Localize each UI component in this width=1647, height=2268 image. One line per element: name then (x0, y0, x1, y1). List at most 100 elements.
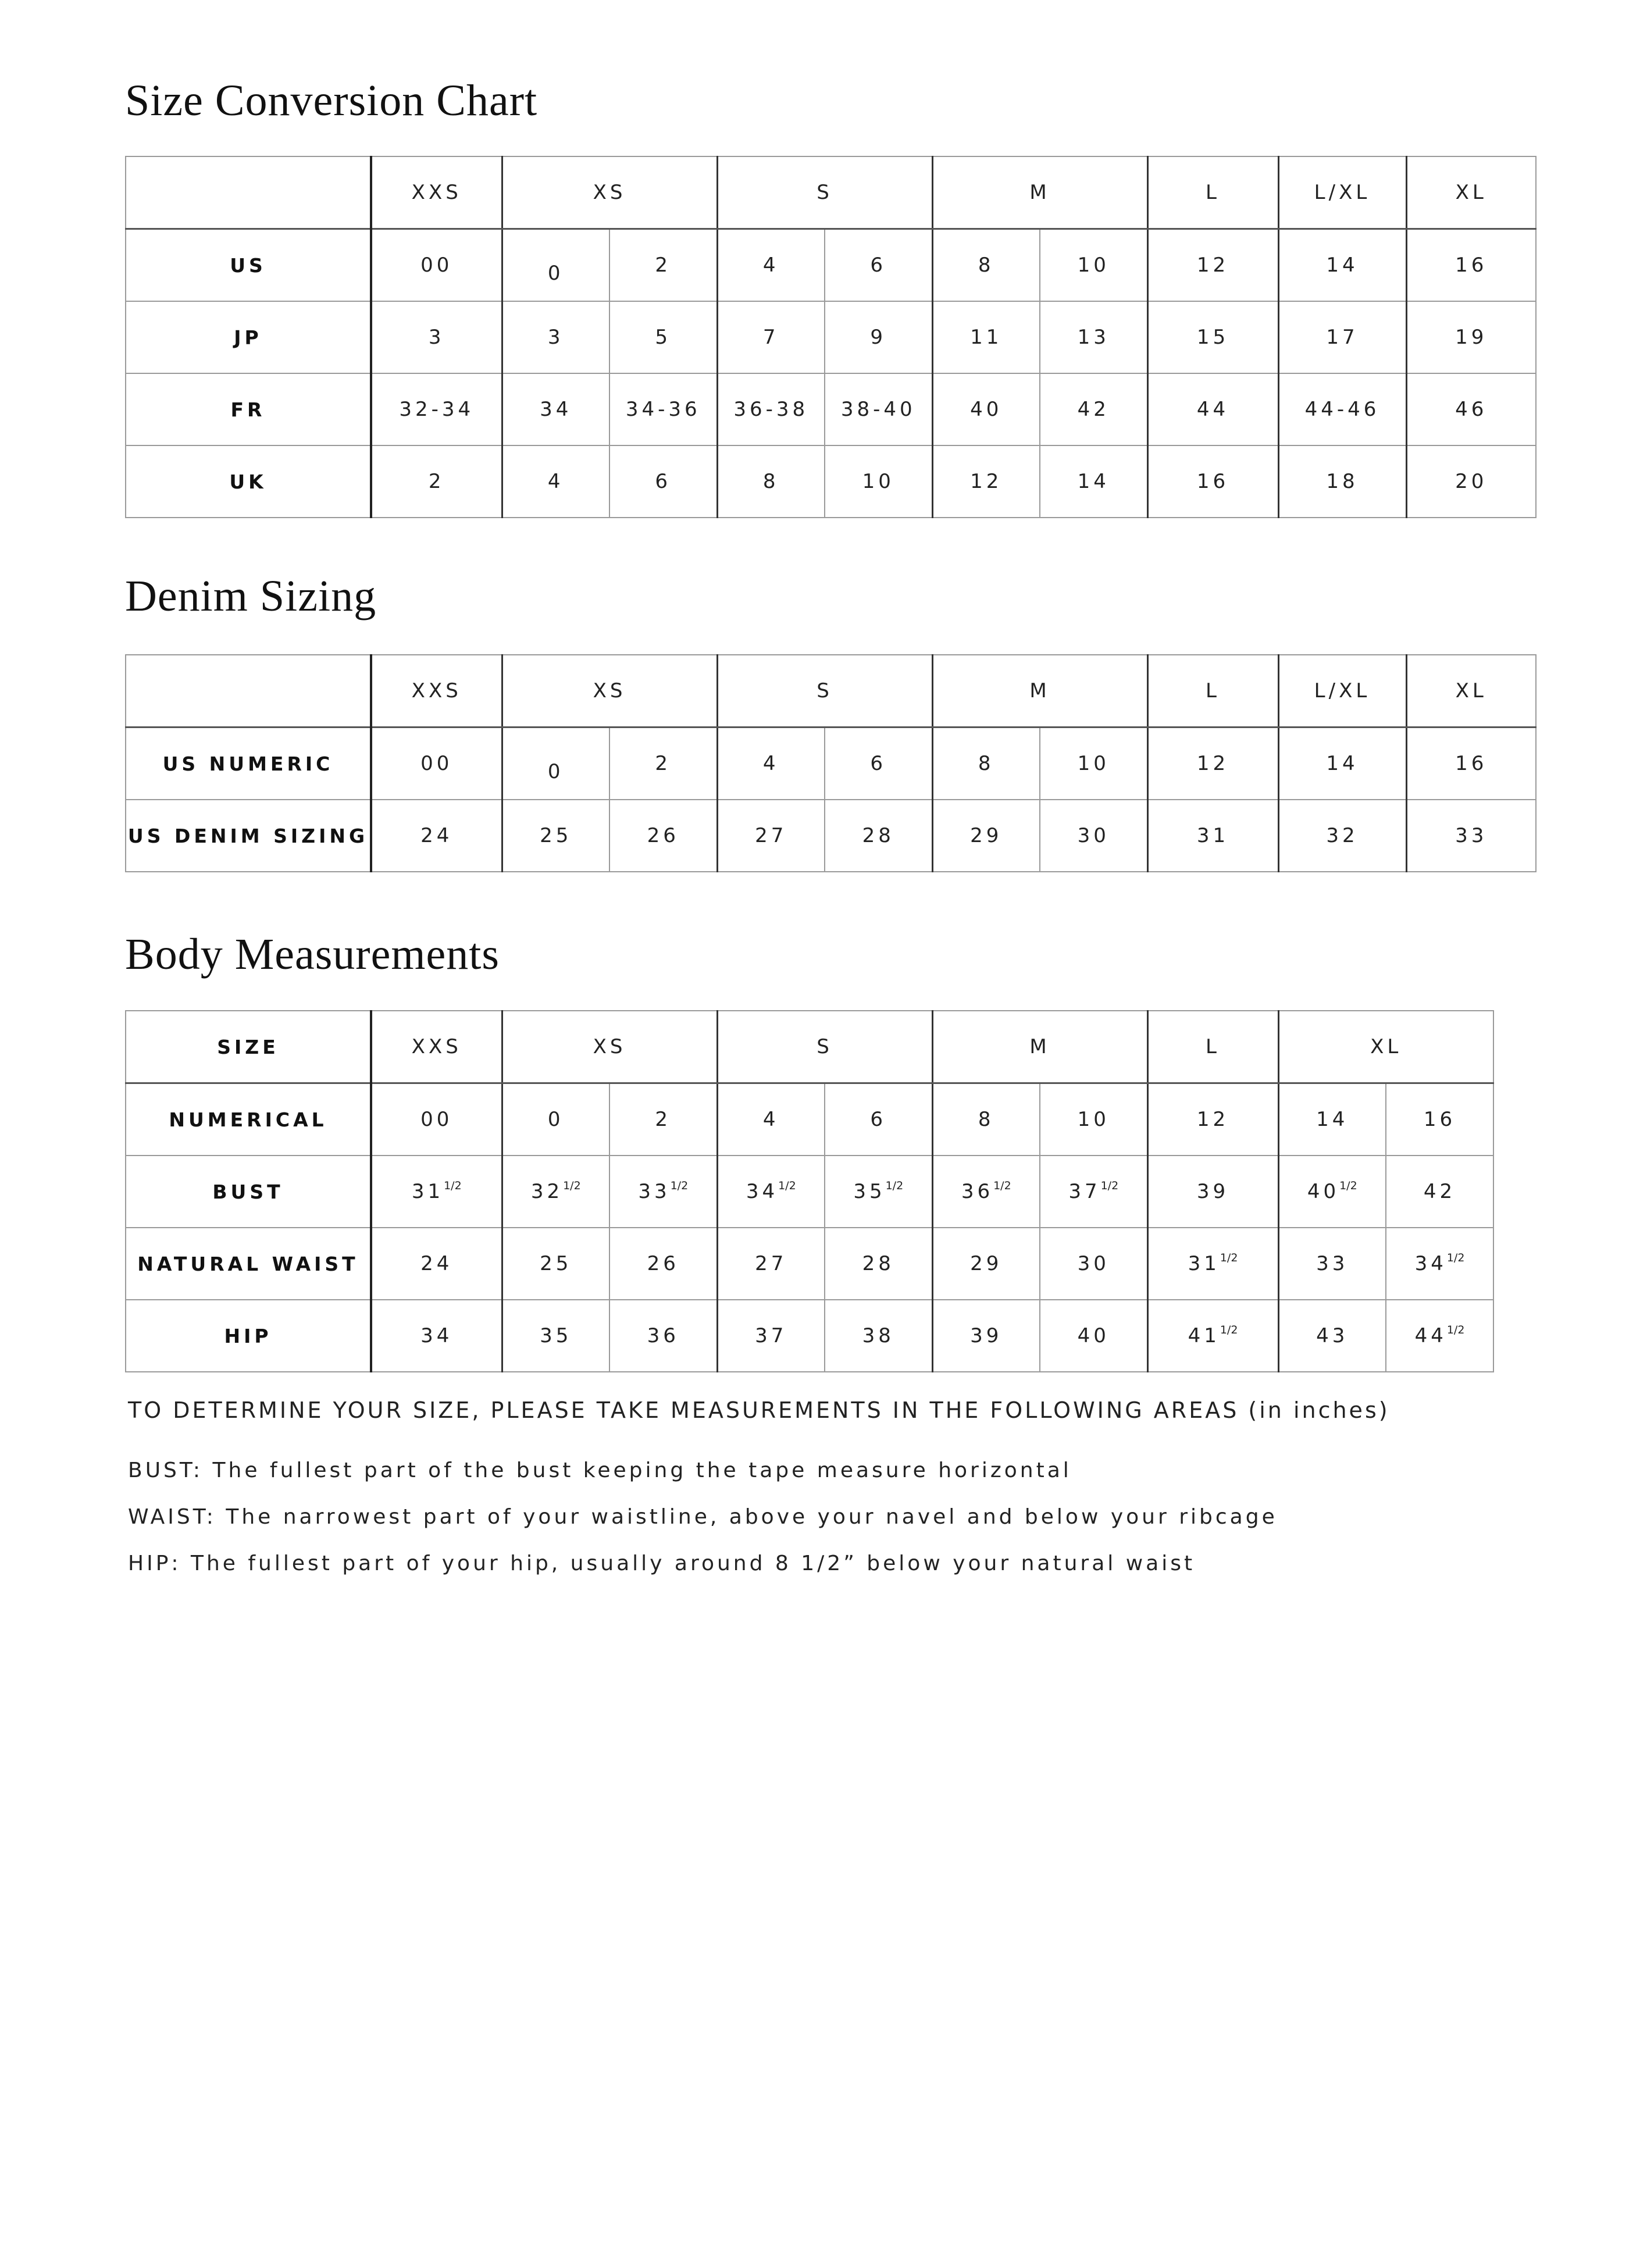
size-value-cell: 5 (609, 301, 718, 374)
size-value-cell: 37 (716, 1299, 825, 1372)
cell-value: 42 (1077, 398, 1110, 421)
cell-value: 35 (540, 1324, 572, 1347)
size-value-cell: 32 (1277, 799, 1407, 872)
size-value-cell: 14 (1277, 1082, 1386, 1156)
cell-value: 00 (420, 254, 453, 277)
cell-value: 26 (647, 824, 679, 847)
size-value-cell: 11 (931, 301, 1040, 374)
cell-value: 8 (978, 752, 994, 775)
size-value-cell: 26 (609, 799, 718, 872)
cell-value: 32-34 (399, 398, 475, 421)
table-row: US NUMERIC 00 0 2 4 6 8 10 12 14 16 (125, 726, 1537, 800)
cell-value: 39 (1196, 1180, 1229, 1203)
fraction-superscript: 1/2 (778, 1179, 796, 1193)
cell-value: 43 (1316, 1324, 1349, 1347)
cell-value: 33 (638, 1180, 671, 1204)
size-value-cell: 3 (370, 301, 502, 374)
cell-value: 40 (1307, 1180, 1340, 1204)
cell-value: 15 (1196, 326, 1229, 349)
size-header-cell: L (1146, 156, 1279, 230)
size-value-cell: 00 (370, 228, 502, 302)
cell-value: 12 (1196, 752, 1229, 775)
cell-value: 34 (540, 398, 572, 421)
size-header-cell: S (716, 156, 933, 230)
fraction-superscript: 1/2 (993, 1179, 1011, 1193)
cell-value: 17 (1326, 326, 1359, 349)
header-row: XXS XS S M L L/XL XL (125, 654, 1537, 728)
header-label (125, 654, 372, 728)
cell-value: 16 (1455, 254, 1488, 277)
cell-value: 28 (862, 824, 894, 847)
cell-value: 36 (961, 1180, 994, 1204)
size-value-cell: 29 (931, 1227, 1040, 1300)
cell-value: 8 (978, 254, 994, 277)
fraction-superscript: 1/2 (1446, 1324, 1465, 1337)
size-value-cell: 39 (931, 1299, 1040, 1372)
row-label: JP (125, 301, 372, 374)
size-header-cell: XXS (370, 654, 502, 728)
cell-value: 40 (970, 398, 1003, 421)
cell-value: 3 (547, 326, 564, 349)
fraction-superscript: 1/2 (885, 1179, 904, 1193)
size-value-cell: 34-36 (609, 373, 718, 446)
size-header-cell: L (1146, 654, 1279, 728)
size-value-cell: 14 (1277, 228, 1407, 302)
cell-value: 9 (870, 326, 887, 349)
size-value-cell: 30 (1039, 799, 1148, 872)
row-label: US (125, 228, 372, 302)
cell-value: 12 (1196, 1108, 1229, 1131)
size-value-cell: 44 (1146, 373, 1279, 446)
size-header-cell: L/XL (1277, 654, 1407, 728)
cell-value: 10 (1077, 1108, 1110, 1131)
cell-value: 19 (1455, 326, 1488, 349)
denim-sizing-title: Denim Sizing (125, 572, 377, 621)
cell-value: 38 (862, 1324, 894, 1347)
cell-value: 6 (870, 1108, 887, 1131)
cell-value: 31 (411, 1180, 444, 1204)
cell-value: 42 (1423, 1180, 1456, 1203)
cell-value: 27 (755, 1252, 787, 1275)
size-header-cell: XXS (370, 1010, 502, 1084)
cell-value: 00 (420, 1108, 453, 1131)
cell-value: 33 (1455, 824, 1488, 847)
size-value-cell: 9 (824, 301, 933, 374)
cell-value: 38-40 (840, 398, 916, 421)
cell-value: 26 (647, 1252, 679, 1275)
fraction-superscript: 1/2 (1220, 1324, 1238, 1337)
header-row: XXS XS S M L L/XL XL (125, 156, 1537, 230)
size-value-cell: 8 (931, 228, 1040, 302)
cell-value: 36-38 (733, 398, 809, 421)
size-value-cell: 10 (1039, 1082, 1148, 1156)
size-header-cell: M (931, 1010, 1148, 1084)
fraction-superscript: 1/2 (563, 1179, 581, 1193)
row-label: US NUMERIC (125, 726, 372, 800)
table-row: UK 2 4 6 8 10 12 14 16 18 20 (125, 445, 1537, 518)
cell-value: 13 (1077, 326, 1110, 349)
cell-value: 2 (655, 254, 672, 277)
size-value-cell: 26 (609, 1227, 718, 1300)
cell-value: 10 (862, 470, 894, 493)
table-row: JP 3 3 5 7 9 11 13 15 17 19 (125, 301, 1537, 374)
note-waist: WAIST: The narrowest part of your waistl… (128, 1505, 1278, 1529)
cell-value: 27 (755, 824, 787, 847)
size-value-cell: 38-40 (824, 373, 933, 446)
cell-value: 3 (428, 326, 445, 349)
cell-value: 46 (1455, 398, 1488, 421)
size-value-cell: 25 (501, 1227, 610, 1300)
cell-value: 0 (547, 1108, 564, 1131)
size-value-cell: 4 (716, 726, 825, 800)
size-header-cell: S (716, 1010, 933, 1084)
body-measurements-table: SIZE XXS XS S M L XL NUMERICAL 00 0 2 4 6 8 10 12 14 16 BU… (125, 1010, 1494, 1372)
cell-value: 34 (746, 1180, 779, 1204)
size-value-cell: 42 (1039, 373, 1148, 446)
cell-value: 2 (655, 752, 672, 775)
size-value-cell: 401/2 (1277, 1155, 1386, 1228)
cell-value: 39 (970, 1324, 1003, 1347)
cell-value: 4 (762, 752, 779, 775)
size-value-cell: 2 (609, 228, 718, 302)
cell-value: 20 (1455, 470, 1488, 493)
size-value-cell: 6 (609, 445, 718, 518)
size-header-cell: XL (1405, 654, 1537, 728)
size-value-cell: 441/2 (1385, 1299, 1494, 1372)
size-value-cell: 3 (501, 301, 610, 374)
